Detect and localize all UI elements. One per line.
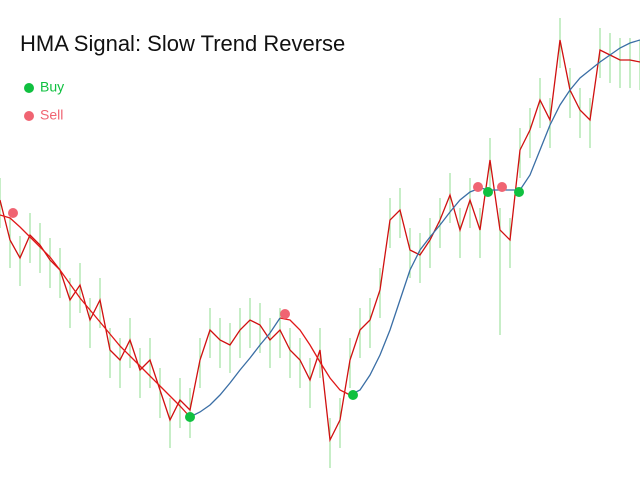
signal-point: [185, 412, 195, 422]
hma-line: [189, 39, 640, 418]
signal-point: [514, 187, 524, 197]
signal-point: [473, 182, 483, 192]
legend-marker: [24, 111, 34, 121]
legend-marker: [24, 83, 34, 93]
hma-line: [0, 39, 640, 443]
signal-point: [8, 208, 18, 218]
chart-title: HMA Signal: Slow Trend Reverse: [20, 31, 345, 56]
legend-label: Buy: [40, 79, 64, 95]
hma-line: [0, 214, 351, 418]
signal-point: [280, 309, 290, 319]
signal-point: [348, 390, 358, 400]
signal-point: [497, 182, 507, 192]
legend-label: Sell: [40, 107, 63, 123]
signal-point: [483, 187, 493, 197]
